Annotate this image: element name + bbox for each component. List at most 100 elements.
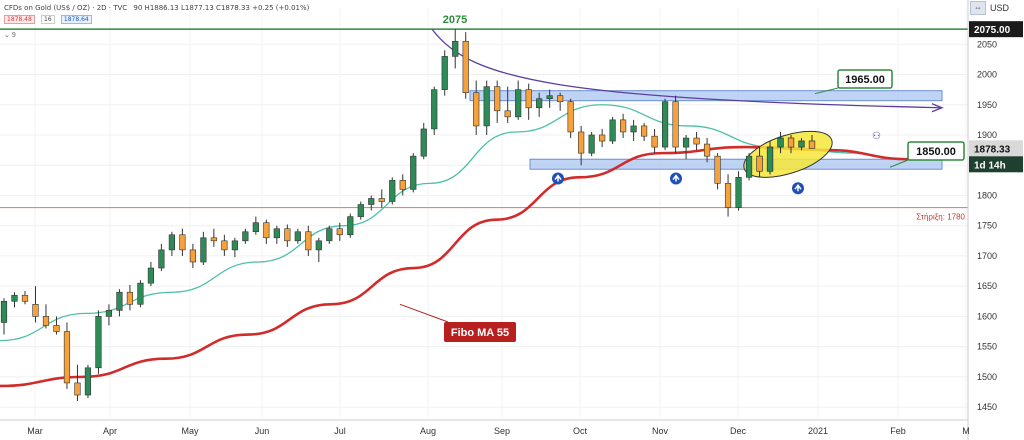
support-zone bbox=[529, 158, 943, 170]
candle bbox=[284, 224, 291, 247]
candle bbox=[273, 225, 280, 244]
candle bbox=[389, 177, 396, 205]
candle bbox=[724, 174, 732, 217]
candle bbox=[672, 95, 679, 154]
candle bbox=[578, 125, 585, 166]
price-axis: 1450150015501600165017001750180018501900… bbox=[967, 0, 1024, 440]
candle bbox=[263, 219, 270, 244]
y-tick-label: 1950 bbox=[977, 100, 997, 110]
candle bbox=[599, 128, 606, 148]
consolidation-highlight bbox=[743, 130, 833, 178]
y-tick-label: 1600 bbox=[977, 311, 997, 321]
x-tick-label: Apr bbox=[103, 426, 117, 436]
x-tick-label: 2021 bbox=[808, 426, 828, 436]
candle bbox=[189, 243, 196, 269]
candle bbox=[105, 304, 113, 326]
y-tick-label: 2000 bbox=[977, 70, 997, 80]
y-tick-label: 1450 bbox=[977, 402, 997, 412]
candle bbox=[231, 237, 238, 258]
candle bbox=[11, 292, 18, 308]
candle bbox=[557, 92, 564, 111]
x-tick-label: Feb bbox=[890, 426, 906, 436]
chart-grid bbox=[0, 8, 968, 418]
spread-badge: 16 bbox=[41, 15, 55, 24]
svg-text:2075.00: 2075.00 bbox=[974, 25, 1011, 36]
candle bbox=[210, 228, 217, 247]
candle bbox=[441, 50, 448, 96]
candle bbox=[368, 195, 375, 211]
candle bbox=[252, 216, 259, 235]
symbol-title[interactable]: CFDs on Gold (US$ / OZ) · 2D · TVC bbox=[4, 4, 128, 12]
currency-unit: USD bbox=[990, 3, 1010, 13]
candle bbox=[242, 228, 249, 244]
svg-text:1965.00: 1965.00 bbox=[845, 74, 885, 86]
candle bbox=[661, 98, 669, 151]
candle bbox=[336, 222, 343, 241]
candle bbox=[641, 122, 648, 142]
up-arrow-icon bbox=[792, 182, 804, 195]
support-label: Στήριξη: 1780 bbox=[916, 213, 965, 222]
x-tick-label: Aug bbox=[420, 426, 436, 436]
indicator-toggle[interactable]: ⌄ 9 bbox=[4, 32, 16, 39]
candle bbox=[294, 228, 301, 244]
x-tick-label: Mar bbox=[27, 426, 43, 436]
x-tick-label: Oct bbox=[573, 426, 588, 436]
ema-line bbox=[0, 104, 861, 342]
candle bbox=[200, 231, 207, 266]
x-tick-label: M bbox=[962, 426, 970, 436]
candle bbox=[326, 225, 333, 244]
x-tick-label: May bbox=[181, 426, 199, 436]
settings-icon[interactable]: ⇔ bbox=[970, 1, 986, 15]
candle bbox=[504, 86, 511, 123]
current-price-label: 1878.33 bbox=[969, 140, 1023, 157]
candle bbox=[620, 113, 627, 139]
ask-badge[interactable]: 1878.64 bbox=[60, 15, 92, 24]
candle bbox=[53, 316, 60, 335]
candle bbox=[179, 228, 186, 256]
svg-text:1d 14h: 1d 14h bbox=[974, 160, 1006, 171]
y-tick-label: 1500 bbox=[977, 372, 997, 382]
candle bbox=[0, 298, 8, 335]
x-tick-label: Jul bbox=[334, 426, 346, 436]
price-zones bbox=[0, 28, 968, 209]
y-tick-label: 1700 bbox=[977, 251, 997, 261]
quote-row: 1878.48 16 1878.64 bbox=[4, 15, 96, 24]
candle bbox=[420, 122, 427, 160]
up-arrow-icon bbox=[670, 172, 682, 185]
top-price-label: 2075.00 bbox=[969, 21, 1023, 38]
y-tick-label: 1800 bbox=[977, 190, 997, 200]
chart-header: CFDs on Gold (US$ / OZ) · 2D · TVC 90 H1… bbox=[4, 4, 313, 12]
y-tick-label: 1650 bbox=[977, 281, 997, 291]
candle bbox=[494, 80, 501, 123]
candle bbox=[410, 153, 417, 193]
candle bbox=[147, 261, 155, 287]
candle bbox=[32, 286, 39, 323]
candle bbox=[567, 98, 574, 139]
candle bbox=[735, 171, 742, 211]
candle bbox=[378, 189, 385, 208]
candle bbox=[21, 291, 29, 305]
candle bbox=[703, 138, 711, 163]
countdown-label: 1d 14h bbox=[969, 156, 1023, 173]
candle bbox=[609, 116, 616, 145]
bid-badge[interactable]: 1878.48 bbox=[4, 15, 35, 24]
up-arrow-icon bbox=[552, 172, 564, 185]
y-tick-label: 1900 bbox=[977, 130, 997, 140]
time-axis: Mar Apr May Jun Jul Aug Sep Oct Nov Dec 2021 Feb M bbox=[0, 419, 970, 436]
candle bbox=[305, 225, 312, 256]
annotations-layer: 2075 Στήριξη: 1780 1965.00 1850.00 Fibo MA 5… bbox=[399, 14, 966, 342]
level-2075-label: 2075 bbox=[443, 14, 467, 26]
candle bbox=[546, 89, 553, 108]
candle bbox=[347, 213, 354, 238]
candle bbox=[536, 92, 543, 117]
arrow-head-icon bbox=[931, 103, 944, 113]
candle bbox=[116, 289, 123, 317]
candle bbox=[515, 80, 522, 120]
candle bbox=[399, 174, 406, 196]
candle bbox=[630, 119, 637, 142]
candlesticks bbox=[0, 29, 816, 402]
candle bbox=[714, 153, 721, 190]
svg-text:1850.00: 1850.00 bbox=[916, 146, 956, 158]
callout-1965: 1965.00 bbox=[814, 69, 893, 95]
